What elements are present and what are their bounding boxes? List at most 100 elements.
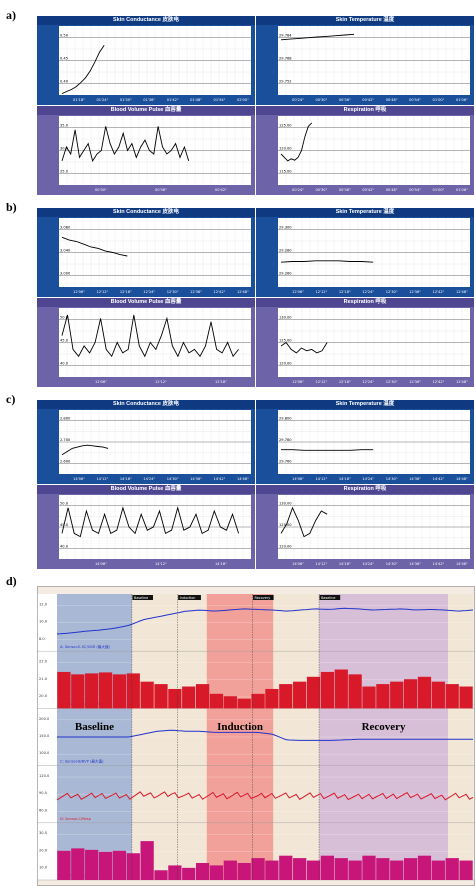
bar [403,679,418,709]
x-tick-label: 12'42" [433,380,445,384]
bar [85,849,99,880]
x-tick-label: 01'00" [433,188,445,192]
bar [334,858,348,880]
x-tick-label: 14'18" [339,562,351,566]
x-tick-label: 14'06" [73,477,85,481]
y-tick-label: 130.00 [279,316,292,320]
channel-label: A: Sensor-E-SC/GSR (最大值) [60,644,111,649]
x-tick-label: 12'12" [155,380,167,384]
y-tick-label: 20.0 [39,848,48,852]
x-tick-label: 12'18" [120,290,132,294]
x-tick-label: 12'30" [386,380,398,384]
x-tick-label: 14'24" [143,477,155,481]
chart-title: Respiration 呼吸 [256,485,474,494]
series-line [280,260,374,263]
panel-a: Skin Conductance 皮肤电 0.50 0.45 0.40 01'18" 01… [37,16,475,196]
series-line [280,33,355,41]
series-line [56,791,474,801]
y-tick-label: 125.00 [279,339,292,343]
bar [140,681,154,709]
x-tick-label: 14'48" [456,562,468,566]
bar [431,681,445,709]
x-tick-label: 14'12" [155,562,167,566]
bar [182,686,196,709]
y-tick-label: 30.0 [60,147,69,151]
x-tick-label: 00'30" [95,188,107,192]
bar [168,865,182,880]
panel-b-label: b) [6,200,17,214]
panel-b-cell-2: Blood Volume Pulse 血容量 50.0 45.0 40.0 12'06"… [37,298,255,387]
x-tick-label: 14'36" [190,477,202,481]
panel-b-cell-1: Skin Temperature 温度 29.300 29.280 29.260 12'… [256,208,474,297]
bar [223,696,237,709]
y-tick-label: 3.040 [60,249,71,253]
y-tick-label: 29.780 [279,438,292,442]
bar [98,672,113,709]
panel-c-cell-1: Skin Temperature 温度 29.800 29.780 29.760 14'… [256,400,474,484]
y-tick-label: 40.0 [60,362,69,366]
series-line [61,444,109,456]
y-tick-label: 2.800 [60,417,71,421]
event-marker-tag [319,595,341,600]
cell-plot: 29.800 29.780 29.760 14'06" 14'12" 14'18" 14'2… [278,410,470,481]
bar [126,853,140,880]
x-tick-label: 00'48" [386,188,398,192]
chart-title: Skin Temperature 温度 [256,400,474,409]
x-tick-label: 12'12" [96,290,108,294]
series-line [61,506,240,538]
y-tick-label: 0.50 [60,34,69,38]
panel-a-cell-1: Skin Temperature 温度 29.784 29.768 29.752 00'… [256,16,474,105]
x-tick-label: 12'06" [73,290,85,294]
cell-plot: 130.00 125.00 120.00 12'06" 12'12" 12'18" 12'2… [278,308,470,384]
event-marker-label: Baseline [321,596,335,600]
cell-plot: 2.800 2.700 2.600 14'06" 14'12" 14'18" 14'24" 1… [59,410,251,481]
y-tick-label: 120.0 [39,774,50,778]
bar [251,858,265,880]
bar [237,862,251,880]
y-tick-label: 3.080 [60,226,71,230]
event-marker-label: Recovery [255,596,271,600]
x-tick-label: 01'06" [456,188,468,192]
x-tick-label: 00'42" [215,188,227,192]
x-tick-label: 01'24" [96,98,108,102]
series-line [280,341,328,354]
x-tick-label: 00'54" [409,188,421,192]
x-tick-label: 12'18" [339,380,351,384]
y-tick-label: 150.0 [39,734,50,738]
bar [71,848,85,880]
x-tick-label: 00'30" [315,98,327,102]
panel-c-cell-3: Respiration 呼吸 130.00 125.00 120.00 14'06" 14… [256,485,474,569]
y-tick-label: 35.0 [60,124,69,128]
x-tick-label: 00'48" [386,98,398,102]
chart-title: Skin Temperature 温度 [256,208,474,217]
bar [154,684,168,709]
series-line [61,314,239,358]
bar [390,860,404,880]
channel-label: C: Sensor-B/BVP (最大值) [60,759,104,764]
panel-a-label: a) [6,8,16,22]
x-tick-label: 12'12" [315,380,327,384]
chart-title: Blood Volume Pulse 血容量 [37,298,255,307]
series-line [281,449,374,451]
bar [112,850,127,880]
x-tick-label: 02'00" [237,98,249,102]
y-tick-label: 29.768 [279,57,292,61]
panel-c-label: c) [6,392,16,406]
x-tick-label: 12'48" [237,290,249,294]
x-tick-label: 00'30" [315,188,327,192]
x-tick-label: 00'36" [155,188,167,192]
cell-plot: 35.0 30.0 25.0 00'30" 00'36" 00'42" [59,116,251,192]
bar [85,673,99,709]
series-line [61,45,105,95]
bar [223,860,237,880]
x-tick-label: 14'24" [362,562,374,566]
channel-label: E: BVP HR (最大值) [60,873,93,878]
bar [154,870,168,880]
x-tick-label: 12'18" [215,380,227,384]
bar [209,865,224,880]
x-tick-label: 12'18" [339,290,351,294]
bar [251,693,265,709]
x-tick-label: 00'54" [409,98,421,102]
x-tick-label: 14'36" [409,477,421,481]
chart-title: Skin Conductance 皮肤电 [37,16,255,25]
